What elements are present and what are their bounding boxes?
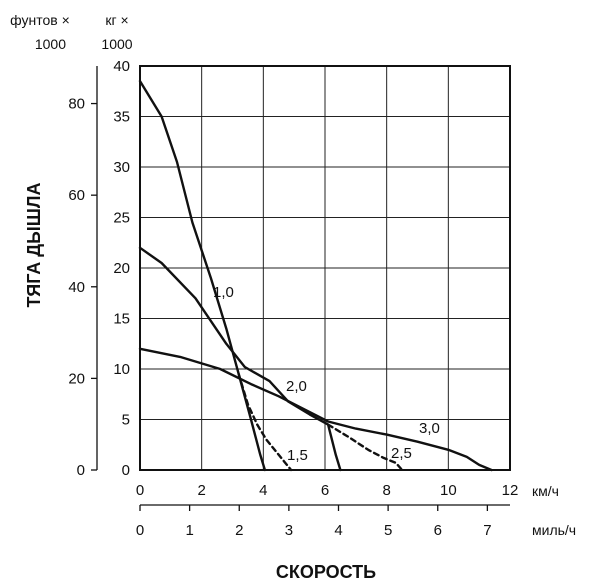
x-axis-mph-tick-label: 0 xyxy=(136,522,144,539)
y-unit-lbs-line1: фунтов × xyxy=(10,12,70,28)
x-axis-mph-tick-label: 5 xyxy=(384,522,392,539)
x-axis-mph-tick-label: 4 xyxy=(334,522,342,539)
x-axis-kmh-tick-label: 2 xyxy=(197,482,205,499)
x-axis-kmh-tick-label: 6 xyxy=(321,482,329,499)
grid-lines xyxy=(139,65,511,471)
y-axis-kg-tick-label: 0 xyxy=(122,462,130,479)
series-label-1-5: 1,5 xyxy=(287,447,308,464)
y-axis-kg-tick-label: 20 xyxy=(113,260,130,277)
series-line-3-0 xyxy=(138,347,493,472)
y-axis-kg-tick-label: 15 xyxy=(113,311,130,328)
series-label-2-0: 2,0 xyxy=(286,378,307,395)
y-unit-kg-line2: 1000 xyxy=(101,36,132,52)
x-axis-kmh-tick-label: 10 xyxy=(440,482,457,499)
y-axis-lbs-tick-label: 80 xyxy=(68,96,85,113)
series-line-1-5 xyxy=(237,372,293,472)
series-label-2-5: 2,5 xyxy=(391,445,412,462)
x-axis-mph-tick-label: 2 xyxy=(235,522,243,539)
x-unit-kmh: км/ч xyxy=(532,483,559,499)
series-curves xyxy=(138,79,493,472)
y-unit-lbs-line2: 1000 xyxy=(35,36,66,52)
x-axis-title: СКОРОСТЬ xyxy=(276,562,376,582)
x-axis-kmh-tick-label: 4 xyxy=(259,482,267,499)
x-axis-mph-tick-label: 1 xyxy=(185,522,193,539)
y-axis-kg-tick-label: 5 xyxy=(122,412,130,429)
series-line-1-0 xyxy=(138,79,267,472)
x-axis-mph-tick-label: 3 xyxy=(285,522,293,539)
x-axis-mph-tick-label: 7 xyxy=(483,522,491,539)
y-axis-lbs-tick-label: 40 xyxy=(68,279,85,296)
x-axis-kmh-tick-label: 0 xyxy=(136,482,144,499)
x-unit-mph: миль/ч xyxy=(532,522,576,538)
series-line-2-0 xyxy=(138,246,342,472)
y-axis-lbs-tick-label: 60 xyxy=(68,187,85,204)
x-axis-kmh-tick-label: 12 xyxy=(502,482,519,499)
y-axis-kg-tick-label: 30 xyxy=(113,159,130,176)
y-axis-kg-tick-label: 10 xyxy=(113,361,130,378)
y-unit-kg-line1: кг × xyxy=(105,12,128,28)
series-label-1-0: 1,0 xyxy=(213,284,234,301)
plot-frame xyxy=(139,65,511,471)
y-axis-kg-tick-label: 25 xyxy=(113,210,130,227)
y-axis-kg-tick-label: 35 xyxy=(113,109,130,126)
x-axis-mph-tick-label: 6 xyxy=(434,522,442,539)
series-labels: 1,0 1,5 2,0 2,5 3,0 xyxy=(213,284,440,464)
series-line-2-5 xyxy=(326,423,404,472)
y-axis-lbs-tick-label: 0 xyxy=(77,462,85,479)
y-axis-lbs-tick-label: 20 xyxy=(68,370,85,387)
series-label-3-0: 3,0 xyxy=(419,420,440,437)
y-axis-title: ТЯГА ДЫШЛА xyxy=(24,183,44,308)
x-axis-kmh-tick-label: 8 xyxy=(382,482,390,499)
y-axis-kg-tick-label: 40 xyxy=(113,58,130,75)
